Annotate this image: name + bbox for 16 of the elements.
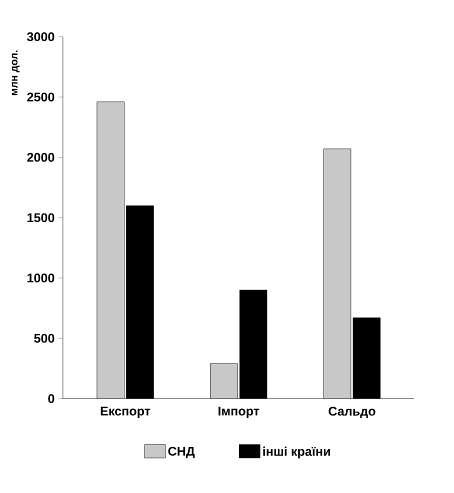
x-tick-label: Імпорт bbox=[218, 406, 260, 418]
y-axis-title: млн дол. bbox=[12, 50, 20, 96]
legend-label: інші країни bbox=[263, 446, 330, 458]
y-tick-label: 2500 bbox=[27, 92, 54, 102]
y-tick-label: 3000 bbox=[26, 32, 54, 42]
y-tick-label: 1500 bbox=[27, 213, 54, 222]
y-tick-label: 0 bbox=[48, 394, 54, 404]
bar bbox=[210, 364, 238, 399]
bar bbox=[96, 102, 124, 399]
bar bbox=[323, 148, 352, 399]
x-tick-label: Сальдо bbox=[328, 406, 376, 418]
y-tick-label: 2000 bbox=[27, 152, 54, 162]
y-tick-label: 1000 bbox=[27, 274, 54, 282]
x-tick-label: Експорт bbox=[100, 406, 150, 418]
y-tick-label: 500 bbox=[34, 334, 54, 343]
legend-label: СНД bbox=[168, 446, 195, 458]
